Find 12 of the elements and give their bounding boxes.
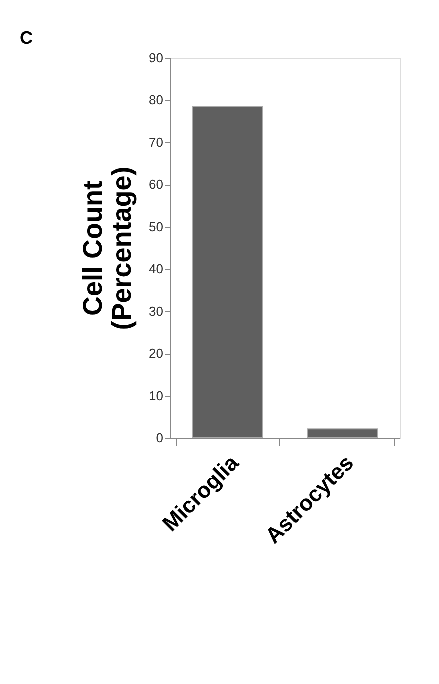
y-tick-label: 10 [149, 388, 164, 404]
y-tick-label: 20 [149, 346, 164, 362]
text: C [20, 28, 33, 48]
y-tick-label: 90 [149, 50, 164, 66]
y-tick-label: 30 [149, 304, 164, 319]
y-tick-label: 50 [149, 219, 164, 234]
y-axis-title: Cell Count (Percentage) [78, 166, 138, 330]
y-tick-label: 60 [149, 177, 164, 192]
y-tick-label: 0 [156, 430, 164, 446]
y-tick-label: 80 [149, 92, 164, 108]
y-tick-label: 70 [149, 134, 164, 150]
y-tick-label: 40 [149, 262, 164, 277]
